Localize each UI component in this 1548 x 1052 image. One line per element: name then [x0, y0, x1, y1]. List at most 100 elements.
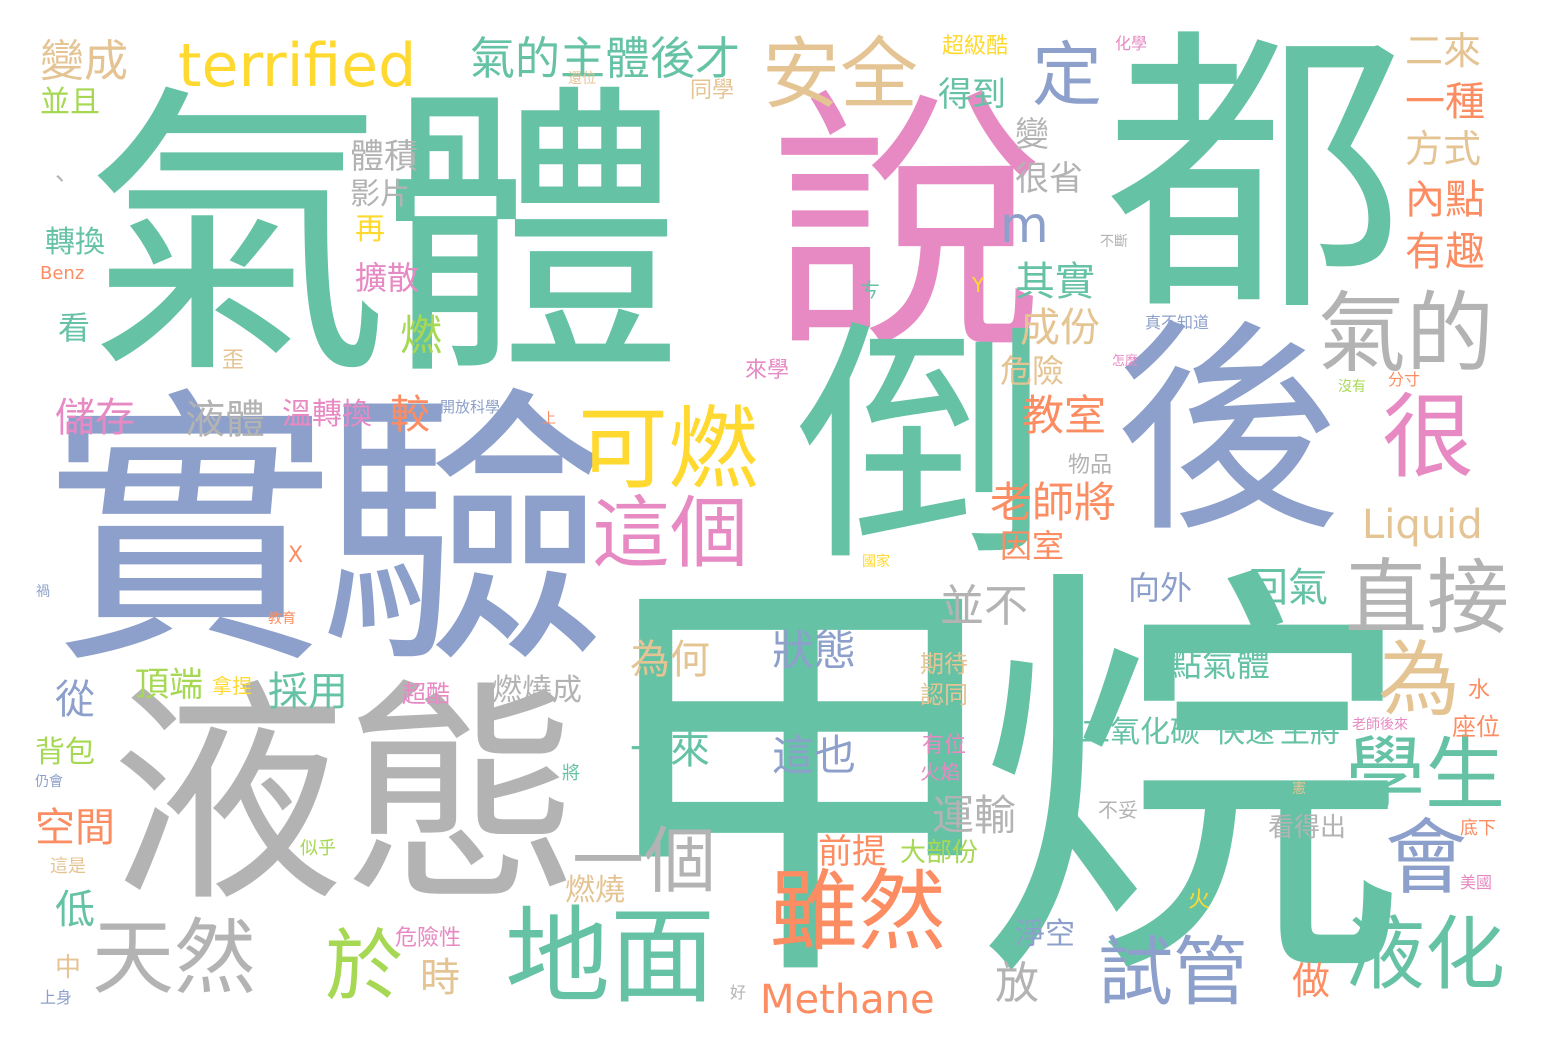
word: 危險性: [395, 926, 462, 951]
word: 變成: [40, 36, 128, 87]
word: Liquid: [1362, 502, 1483, 548]
word: 中: [55, 953, 82, 983]
word: 安全: [762, 30, 919, 120]
word: 仍會: [35, 774, 63, 790]
word: 燃燒: [565, 873, 625, 908]
word: 還位: [568, 71, 596, 87]
word: m: [1000, 196, 1049, 254]
word: 一種: [1405, 79, 1485, 125]
word: 實驗: [45, 366, 609, 703]
word: terrified: [178, 31, 417, 101]
word: 教育: [268, 611, 296, 627]
word: 背包: [35, 735, 95, 770]
word: 液化: [1345, 908, 1505, 1001]
word: 這也: [772, 731, 857, 780]
word: 體積: [350, 137, 418, 177]
word: 可燃: [578, 397, 758, 502]
word: 點氣體: [1168, 645, 1270, 685]
word: 於: [325, 922, 404, 1012]
word: 快速: [1215, 715, 1275, 750]
word: 試管: [1098, 928, 1249, 1016]
word: 天然: [92, 911, 257, 1006]
word: 液體: [185, 397, 265, 443]
word: 生將: [1280, 715, 1340, 750]
word: 時: [420, 955, 460, 1001]
word: 為何: [630, 637, 710, 683]
word: 化學: [1115, 34, 1148, 53]
word: 不斷: [1100, 234, 1128, 250]
word: 成份: [1020, 305, 1100, 351]
word: 燃: [400, 311, 443, 360]
word: Y: [972, 273, 985, 297]
word: 從: [55, 677, 95, 723]
word: 其實: [1015, 259, 1095, 305]
word: 老師後來: [1352, 717, 1408, 733]
word: 直接: [1345, 551, 1510, 646]
word: 超酷: [402, 680, 450, 708]
word: 危險: [1000, 352, 1065, 390]
word: 淨空: [1015, 917, 1075, 952]
word: 火焰: [920, 760, 960, 784]
word: 來學: [745, 358, 790, 383]
word: 空間: [35, 805, 115, 851]
word: 底下: [1460, 818, 1496, 839]
word: 雖然: [770, 860, 947, 963]
word: 國家: [862, 554, 890, 570]
word: 做: [1292, 959, 1331, 1003]
word: 方式: [1405, 127, 1482, 171]
word: 地面: [505, 896, 716, 1018]
word: 座位: [1452, 713, 1500, 741]
word: Benz: [40, 263, 85, 284]
word: 擴散: [355, 259, 420, 297]
word: 看得出: [1268, 813, 1347, 843]
word: 液態: [110, 661, 580, 934]
word: 怎麼: [1112, 354, 1139, 369]
word: 物品: [1068, 453, 1113, 478]
word: 狀態: [772, 626, 857, 675]
word: 認同: [920, 681, 968, 709]
word: 沒有: [1338, 379, 1366, 395]
word: 將: [562, 763, 580, 784]
word: 甲烷: [585, 535, 1405, 1035]
word: 氣體: [85, 60, 683, 415]
word: 開放科學: [440, 398, 501, 416]
word: 大部份: [900, 838, 979, 868]
word: 並且: [40, 85, 100, 120]
word: 這個: [592, 489, 749, 579]
word: 儲存: [55, 395, 135, 441]
word: 這是: [50, 856, 86, 877]
word: 二氧化碳: [1080, 715, 1200, 750]
word: 頂端: [135, 665, 203, 705]
word: 同學: [690, 78, 735, 103]
word: X: [288, 543, 304, 568]
word: 禍: [36, 584, 50, 600]
word: 倒: [795, 299, 1051, 596]
word: 前提: [818, 832, 886, 872]
word: 燃燒成: [492, 673, 582, 708]
word: 看: [58, 309, 91, 347]
word: 憲: [1292, 781, 1306, 797]
word: 變: [1015, 115, 1049, 155]
word: 美國: [1460, 873, 1493, 892]
word: 有位: [922, 733, 967, 758]
word: 並不: [940, 581, 1028, 632]
word: 後: [1115, 301, 1340, 563]
word: 好: [730, 983, 747, 1002]
word: 一來: [630, 727, 710, 773]
word: Methane: [760, 977, 935, 1023]
word: 較: [390, 392, 430, 438]
word: 氣的主體後才: [470, 32, 741, 85]
word: 一個: [572, 819, 717, 903]
word: 因室: [1000, 527, 1065, 565]
word: 期待: [920, 650, 968, 678]
word: 說: [770, 67, 1045, 387]
word: 溫轉換: [282, 397, 372, 432]
word: 影片: [350, 177, 410, 212]
word: 二來: [1405, 29, 1482, 73]
word: 放: [995, 958, 1039, 1009]
word: 內點: [1405, 177, 1485, 223]
word: 不妥: [1098, 798, 1138, 822]
word: 為: [1378, 633, 1461, 728]
word: 氣的: [1318, 282, 1495, 385]
word: 有趣: [1405, 229, 1485, 275]
